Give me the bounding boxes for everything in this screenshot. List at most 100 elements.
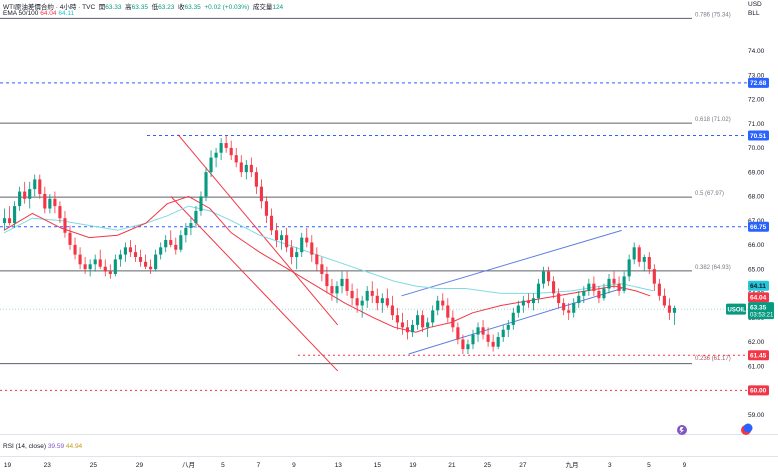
ema-badge: [748, 292, 769, 303]
candle-body: [330, 286, 334, 294]
candle: [108, 264, 112, 279]
price-level-badge: [748, 221, 769, 232]
candle-body: [179, 235, 183, 250]
candle: [481, 320, 485, 340]
candle-body: [521, 300, 525, 306]
candle-body: [516, 305, 520, 313]
x-tick-label: 25: [90, 462, 98, 469]
candle: [199, 191, 203, 216]
rsi-value-1: 39.59: [47, 443, 65, 450]
candle-body: [290, 247, 294, 258]
candle: [657, 278, 661, 301]
candle-body: [431, 310, 435, 323]
candle: [637, 244, 641, 267]
ema-badge-label: 64.04: [750, 295, 767, 302]
candle-body: [476, 327, 480, 335]
candle: [249, 157, 253, 177]
candle: [214, 147, 218, 168]
y-tick-label: 65.00: [748, 266, 765, 273]
candle-body: [18, 191, 22, 207]
x-tick-label: 23: [44, 462, 52, 469]
candle: [229, 140, 233, 161]
price-level-badge: [748, 385, 769, 396]
candle: [68, 225, 72, 250]
candle-body: [567, 310, 571, 313]
y-tick-label: 59.00: [748, 412, 765, 419]
candle-body: [446, 305, 450, 318]
symbol-name[interactable]: WTI原油差價合約: [3, 4, 54, 11]
candle-body: [58, 206, 62, 219]
up-channel-lower: [408, 288, 622, 355]
y-tick-label: 66.00: [748, 242, 765, 249]
event-earnings-icon: [743, 423, 753, 433]
candle-body: [138, 257, 143, 262]
candle: [521, 295, 525, 313]
candle-body: [405, 327, 410, 333]
candle: [662, 288, 666, 308]
candle-body: [622, 276, 626, 291]
candle: [280, 230, 284, 250]
candle: [58, 201, 62, 224]
candle: [83, 257, 87, 274]
candle: [204, 167, 208, 202]
candle-body: [68, 232, 72, 245]
candle: [380, 293, 384, 313]
candle-body: [98, 259, 102, 267]
candle-body: [285, 235, 289, 248]
y-tick-label: 69.00: [748, 169, 765, 176]
candle-body: [199, 196, 203, 211]
x-tick-label: 13: [335, 462, 343, 469]
candle: [350, 283, 354, 306]
candle: [647, 252, 651, 274]
candle: [244, 160, 248, 180]
candle: [340, 271, 344, 294]
candle-body: [667, 305, 672, 313]
x-tick-label: 3: [608, 462, 612, 469]
candle-body: [637, 247, 641, 262]
price-level-label: 70.51: [750, 133, 767, 140]
axis-currency[interactable]: USD BLL: [748, 0, 762, 18]
price-level-badge: [748, 130, 769, 141]
candle-body: [451, 317, 455, 328]
rsi-legend[interactable]: RSI (14, close) 39.59 44.94: [3, 443, 82, 450]
candle-body: [461, 339, 465, 350]
down-channel-upper: [177, 134, 339, 326]
candle: [300, 232, 304, 258]
candle: [612, 271, 616, 289]
candle-body: [486, 334, 490, 342]
candle-body: [597, 290, 601, 299]
candle-body: [501, 329, 505, 338]
candle: [128, 240, 133, 258]
candle-body: [572, 303, 576, 313]
y-tick-label: 67.00: [748, 218, 765, 225]
candle: [209, 150, 213, 177]
candle: [567, 303, 571, 321]
candle: [290, 240, 294, 265]
candle: [395, 307, 399, 330]
candle: [390, 295, 394, 321]
candle-body: [562, 303, 566, 311]
fib-level-label: 0.236 (61.17): [695, 356, 731, 362]
candle-body: [83, 264, 87, 270]
x-tick-label: 八月: [182, 461, 195, 469]
candle-body: [652, 269, 656, 284]
candle-body: [43, 193, 47, 209]
candle-body: [103, 266, 107, 272]
y-tick-label: 73.00: [748, 72, 765, 79]
ema100-value: 64.11: [58, 10, 75, 17]
candle: [667, 298, 672, 321]
ema-legend[interactable]: EMA 50/100 64.04 64.11: [3, 10, 74, 17]
candle: [103, 259, 107, 277]
x-tick-label: 15: [374, 462, 382, 469]
interval-label[interactable]: 4小時: [59, 4, 77, 11]
candle-body: [28, 189, 32, 199]
candle: [466, 339, 470, 354]
candle: [516, 300, 520, 318]
candle: [164, 235, 168, 253]
candle-body: [612, 278, 616, 284]
candle-body: [224, 143, 228, 148]
candle-body: [325, 273, 329, 287]
fib-level-label: 0.618 (71.02): [695, 117, 731, 123]
candle-body: [48, 198, 52, 209]
